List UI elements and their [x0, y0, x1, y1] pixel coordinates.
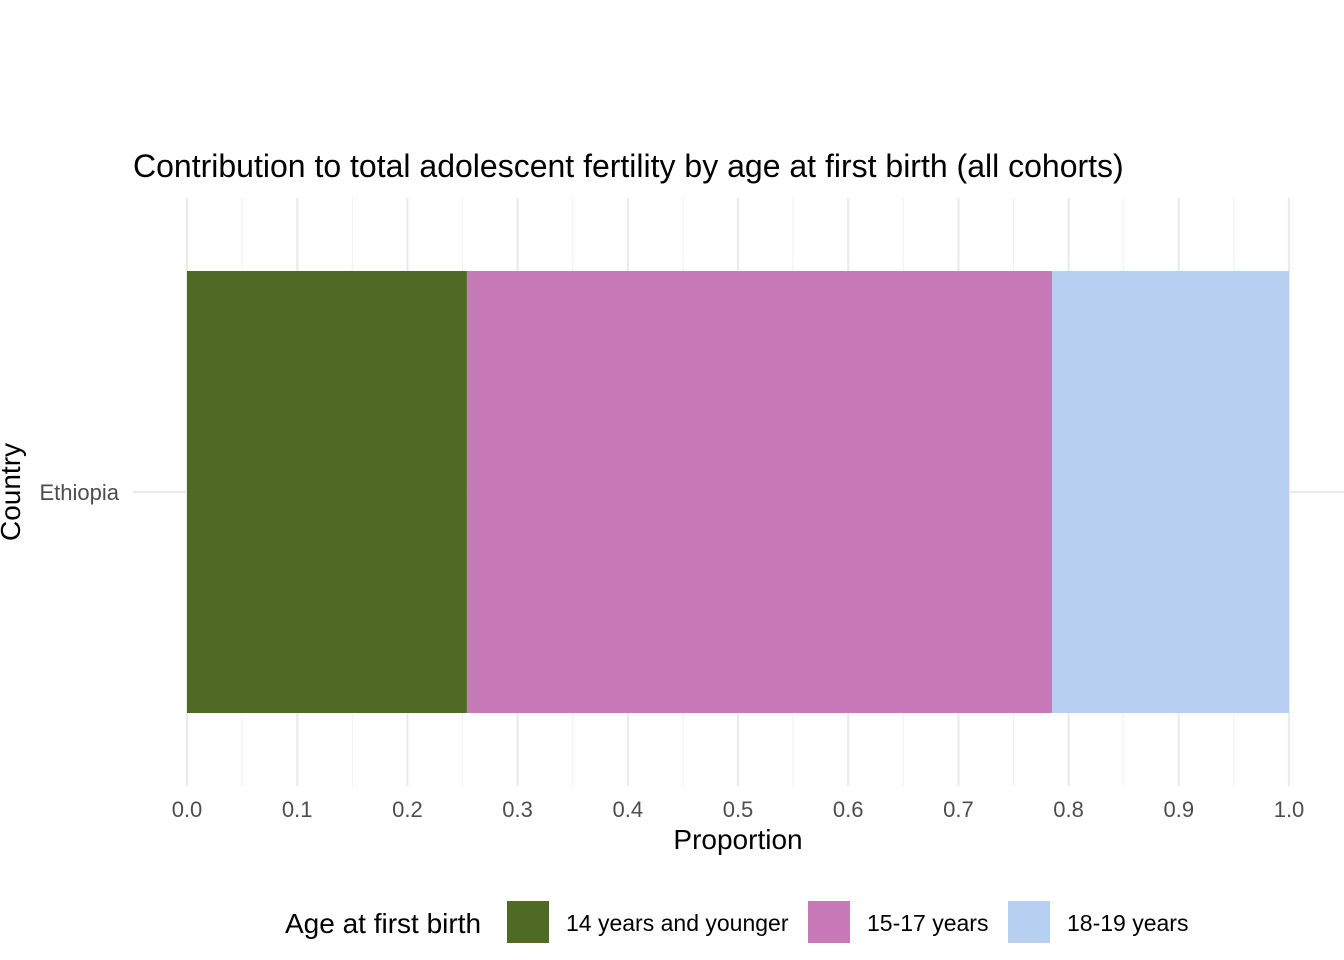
- x-axis-title: Proportion: [673, 824, 802, 855]
- x-tick-label: 0.5: [723, 797, 754, 822]
- x-tick-label: 0.3: [502, 797, 533, 822]
- x-tick-label: 0.0: [172, 797, 203, 822]
- legend: Age at first birth 14 years and younger 1…: [285, 901, 1188, 943]
- bars: [187, 271, 1289, 713]
- bar-segment: [187, 271, 467, 713]
- x-tick-label: 0.8: [1053, 797, 1084, 822]
- x-tick-label: 0.4: [613, 797, 644, 822]
- x-tick-label: 0.6: [833, 797, 864, 822]
- chart-title: Contribution to total adolescent fertili…: [133, 148, 1124, 184]
- y-axis-title: Country: [0, 443, 26, 541]
- x-tick-label: 0.1: [282, 797, 313, 822]
- legend-key: [1008, 901, 1050, 943]
- x-tick-label: 0.2: [392, 797, 423, 822]
- x-tick-labels: 0.0 0.1 0.2 0.3 0.4 0.5 0.6 0.7 0.8 0.9 1.0: [172, 797, 1305, 822]
- legend-label: 18-19 years: [1067, 910, 1188, 936]
- legend-title: Age at first birth: [285, 908, 481, 939]
- bar-segment: [466, 271, 1053, 713]
- x-tick-label: 0.9: [1164, 797, 1195, 822]
- legend-key: [507, 901, 549, 943]
- y-tick-label: Ethiopia: [39, 480, 119, 505]
- legend-label: 14 years and younger: [566, 910, 789, 936]
- x-tick-label: 0.7: [943, 797, 974, 822]
- bar-segment: [1052, 271, 1289, 713]
- y-tick-labels: Ethiopia: [39, 480, 119, 505]
- legend-label: 15-17 years: [867, 910, 988, 936]
- x-tick-label: 1.0: [1274, 797, 1305, 822]
- legend-key: [808, 901, 850, 943]
